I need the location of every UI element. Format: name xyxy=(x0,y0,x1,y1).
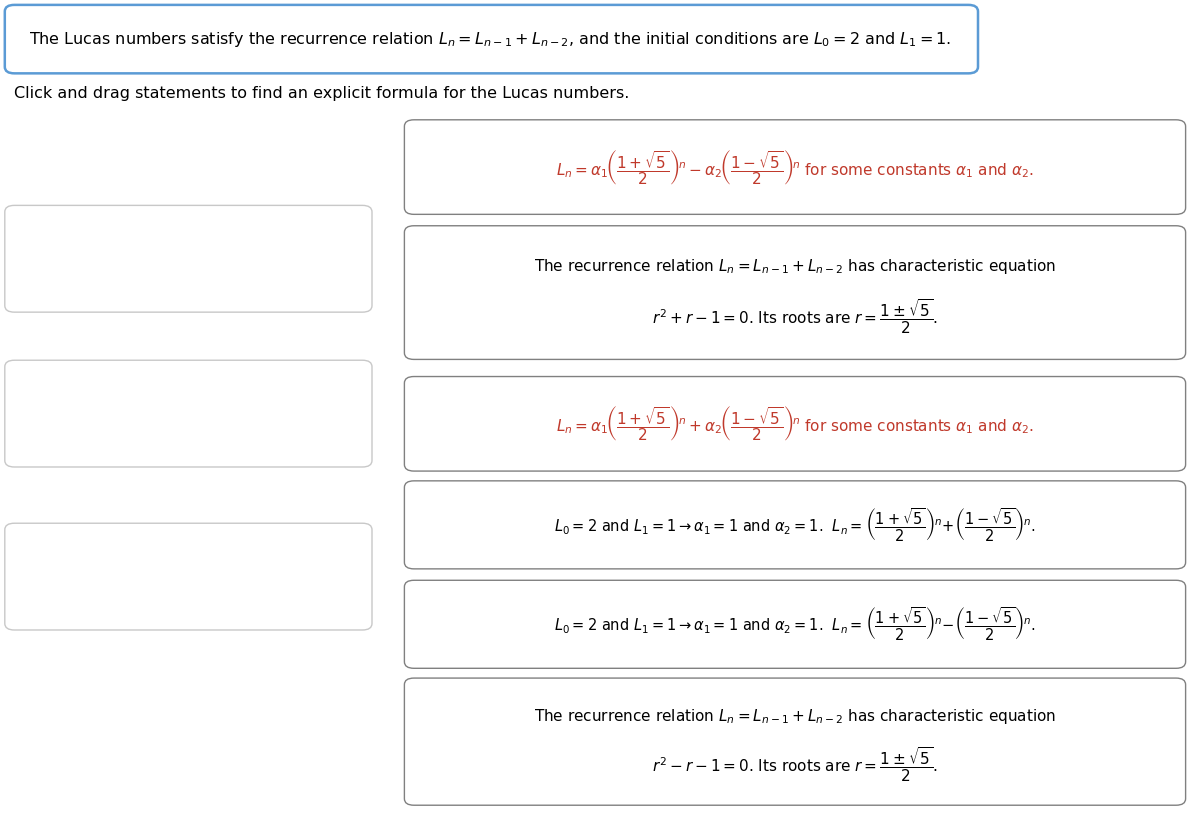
FancyBboxPatch shape xyxy=(5,205,372,312)
FancyBboxPatch shape xyxy=(5,360,372,467)
Text: $r^2 + r - 1 = 0$. Its roots are $r = \dfrac{1\pm\sqrt{5}}{2}$.: $r^2 + r - 1 = 0$. Its roots are $r = \d… xyxy=(652,297,938,336)
Text: The recurrence relation $L_n = L_{n-1} + L_{n-2}$ has characteristic equation: The recurrence relation $L_n = L_{n-1} +… xyxy=(534,257,1056,275)
FancyBboxPatch shape xyxy=(404,678,1186,805)
Text: The recurrence relation $L_n = L_{n-1} + L_{n-2}$ has characteristic equation: The recurrence relation $L_n = L_{n-1} +… xyxy=(534,707,1056,726)
Text: $r^2 - r - 1 = 0$. Its roots are $r = \dfrac{1\pm\sqrt{5}}{2}$.: $r^2 - r - 1 = 0$. Its roots are $r = \d… xyxy=(652,745,938,784)
FancyBboxPatch shape xyxy=(404,226,1186,359)
Text: $L_0 = 2$ and $L_1 = 1 \rightarrow \alpha_1 = 1$ and $\alpha_2 = 1$.  $L_n = \le: $L_0 = 2$ and $L_1 = 1 \rightarrow \alph… xyxy=(554,506,1036,544)
Text: $L_0 = 2$ and $L_1 = 1 \rightarrow \alpha_1 = 1$ and $\alpha_2 = 1$.  $L_n = \le: $L_0 = 2$ and $L_1 = 1 \rightarrow \alph… xyxy=(554,606,1036,643)
FancyBboxPatch shape xyxy=(404,120,1186,214)
FancyBboxPatch shape xyxy=(5,5,978,73)
FancyBboxPatch shape xyxy=(5,523,372,630)
Text: The Lucas numbers satisfy the recurrence relation $L_n = L_{n-1} + L_{n-2}$, and: The Lucas numbers satisfy the recurrence… xyxy=(29,29,952,49)
Text: $L_n = \alpha_1\!\left(\dfrac{1+\sqrt{5}}{2}\right)^{\!n} - \alpha_2\!\left(\dfr: $L_n = \alpha_1\!\left(\dfrac{1+\sqrt{5}… xyxy=(556,148,1034,187)
FancyBboxPatch shape xyxy=(404,580,1186,668)
Text: Click and drag statements to find an explicit formula for the Lucas numbers.: Click and drag statements to find an exp… xyxy=(14,86,630,100)
Text: $L_n = \alpha_1\!\left(\dfrac{1+\sqrt{5}}{2}\right)^{\!n} + \alpha_2\!\left(\dfr: $L_n = \alpha_1\!\left(\dfrac{1+\sqrt{5}… xyxy=(556,404,1034,443)
FancyBboxPatch shape xyxy=(404,481,1186,569)
FancyBboxPatch shape xyxy=(404,377,1186,471)
